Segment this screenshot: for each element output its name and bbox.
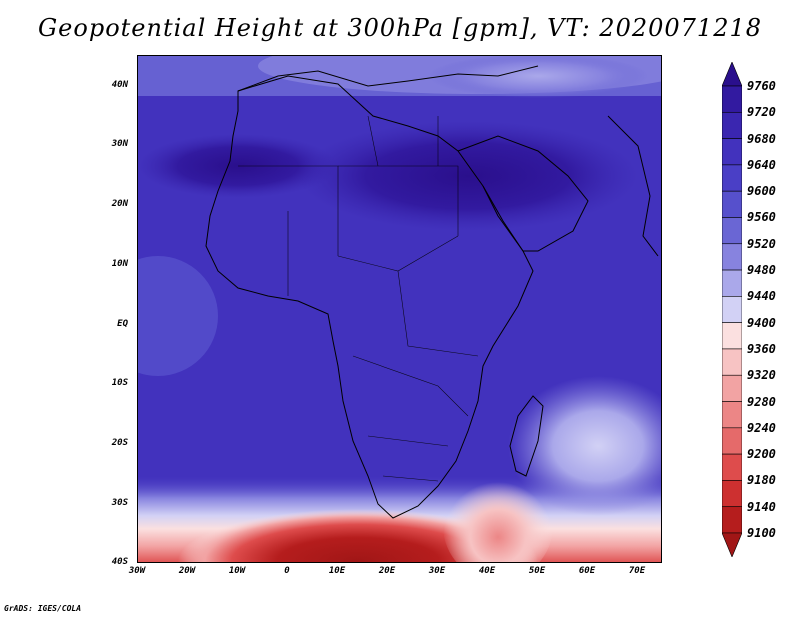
colorbar-level-label: 9100 (747, 526, 776, 540)
colorbar-swatch (722, 269, 742, 297)
colorbar-swatch (722, 322, 742, 350)
africa-coastline (205, 75, 534, 519)
colorbar-level-label: 9640 (747, 157, 776, 172)
colorbar-top-arrow (722, 62, 742, 87)
grads-credit: GrADS: IGES/COLA (4, 604, 82, 613)
field-high-east (298, 121, 638, 231)
colorbar (722, 62, 742, 557)
lon-label-20e: 20E (378, 566, 396, 576)
country-borders (238, 115, 479, 482)
colorbar-level-label: 9180 (747, 473, 776, 488)
colorbar-level-label: 9720 (747, 105, 776, 120)
colorbar-swatch (722, 374, 742, 402)
colorbar-swatch (722, 217, 742, 245)
lat-label-40n: 40N (111, 80, 128, 90)
colorbar-swatch (722, 480, 742, 508)
colorbar-swatch (722, 138, 742, 166)
colorbar-swatch (722, 348, 742, 376)
field-southeast-light (508, 376, 661, 516)
colorbar-level-label: 9240 (747, 420, 776, 435)
lon-label-10w: 10W (228, 566, 246, 576)
lon-label-10e: 10E (328, 566, 346, 576)
colorbar-bottom-arrow (722, 532, 742, 557)
field-northeast-light (428, 56, 648, 98)
lon-label-70e: 70E (628, 566, 646, 576)
colorbar-swatch (722, 243, 742, 271)
colorbar-swatch (722, 506, 742, 534)
chart-title: Geopotential Height at 300hPa [gpm], VT:… (38, 14, 762, 42)
colorbar-level-label: 9360 (747, 341, 776, 356)
arabia-coastline (457, 135, 589, 252)
colorbar-swatch (722, 111, 742, 139)
india-coastline (607, 115, 659, 257)
colorbar-swatch (722, 401, 742, 429)
colorbar-level-label: 9680 (747, 131, 776, 146)
colorbar-level-label: 9760 (747, 79, 776, 93)
lat-label-20n: 20N (111, 199, 128, 209)
colorbar-level-label: 9440 (747, 289, 776, 304)
colorbar-level-label: 9200 (747, 447, 776, 462)
colorbar-swatch (722, 85, 742, 113)
lon-label-60e: 60E (578, 566, 596, 576)
colorbar-level-label: 9280 (747, 394, 776, 409)
lat-label-10s: 10S (111, 378, 128, 388)
coastlines (205, 65, 659, 519)
field-low-east (443, 471, 553, 562)
lat-label-10n: 10N (111, 259, 128, 269)
lat-label-40s: 40S (111, 557, 128, 567)
lon-label-30w: 30W (128, 566, 146, 576)
colorbar-level-label: 9560 (747, 210, 776, 225)
lat-label-20s: 20S (111, 438, 128, 448)
colorbar-swatch (722, 164, 742, 192)
lon-label-50e: 50E (528, 566, 546, 576)
madagascar-coastline (509, 395, 544, 477)
lon-label-0: 0 (284, 566, 290, 576)
colorbar-level-label: 9600 (747, 184, 776, 199)
field-west-lobe (138, 256, 218, 376)
colorbar-level-label: 9140 (747, 499, 776, 514)
lon-label-20w: 20W (178, 566, 196, 576)
colorbar-level-label: 9320 (747, 368, 776, 383)
colorbar-swatch (722, 296, 742, 323)
lat-label-30s: 30S (111, 498, 128, 508)
mediterranean-coast (237, 65, 539, 92)
colorbar-level-label: 9520 (747, 236, 776, 251)
colorbar-level-label: 9480 (747, 263, 776, 278)
lon-label-30e: 30E (428, 566, 446, 576)
colorbar-swatch (722, 453, 742, 481)
colorbar-swatch (722, 190, 742, 218)
geopotential-map (138, 56, 661, 562)
lat-label-30n: 30N (111, 139, 128, 149)
colorbar-level-label: 9400 (747, 315, 776, 330)
lon-label-40e: 40E (478, 566, 496, 576)
map-panel (137, 55, 662, 563)
lat-label-eq: EQ (117, 319, 128, 329)
colorbar-swatch (722, 427, 742, 455)
